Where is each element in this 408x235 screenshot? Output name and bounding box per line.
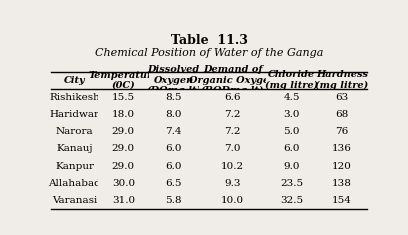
Text: Table  11.3: Table 11.3 <box>171 34 248 47</box>
Text: Chemical Position of Water of the Ganga: Chemical Position of Water of the Ganga <box>95 48 323 58</box>
